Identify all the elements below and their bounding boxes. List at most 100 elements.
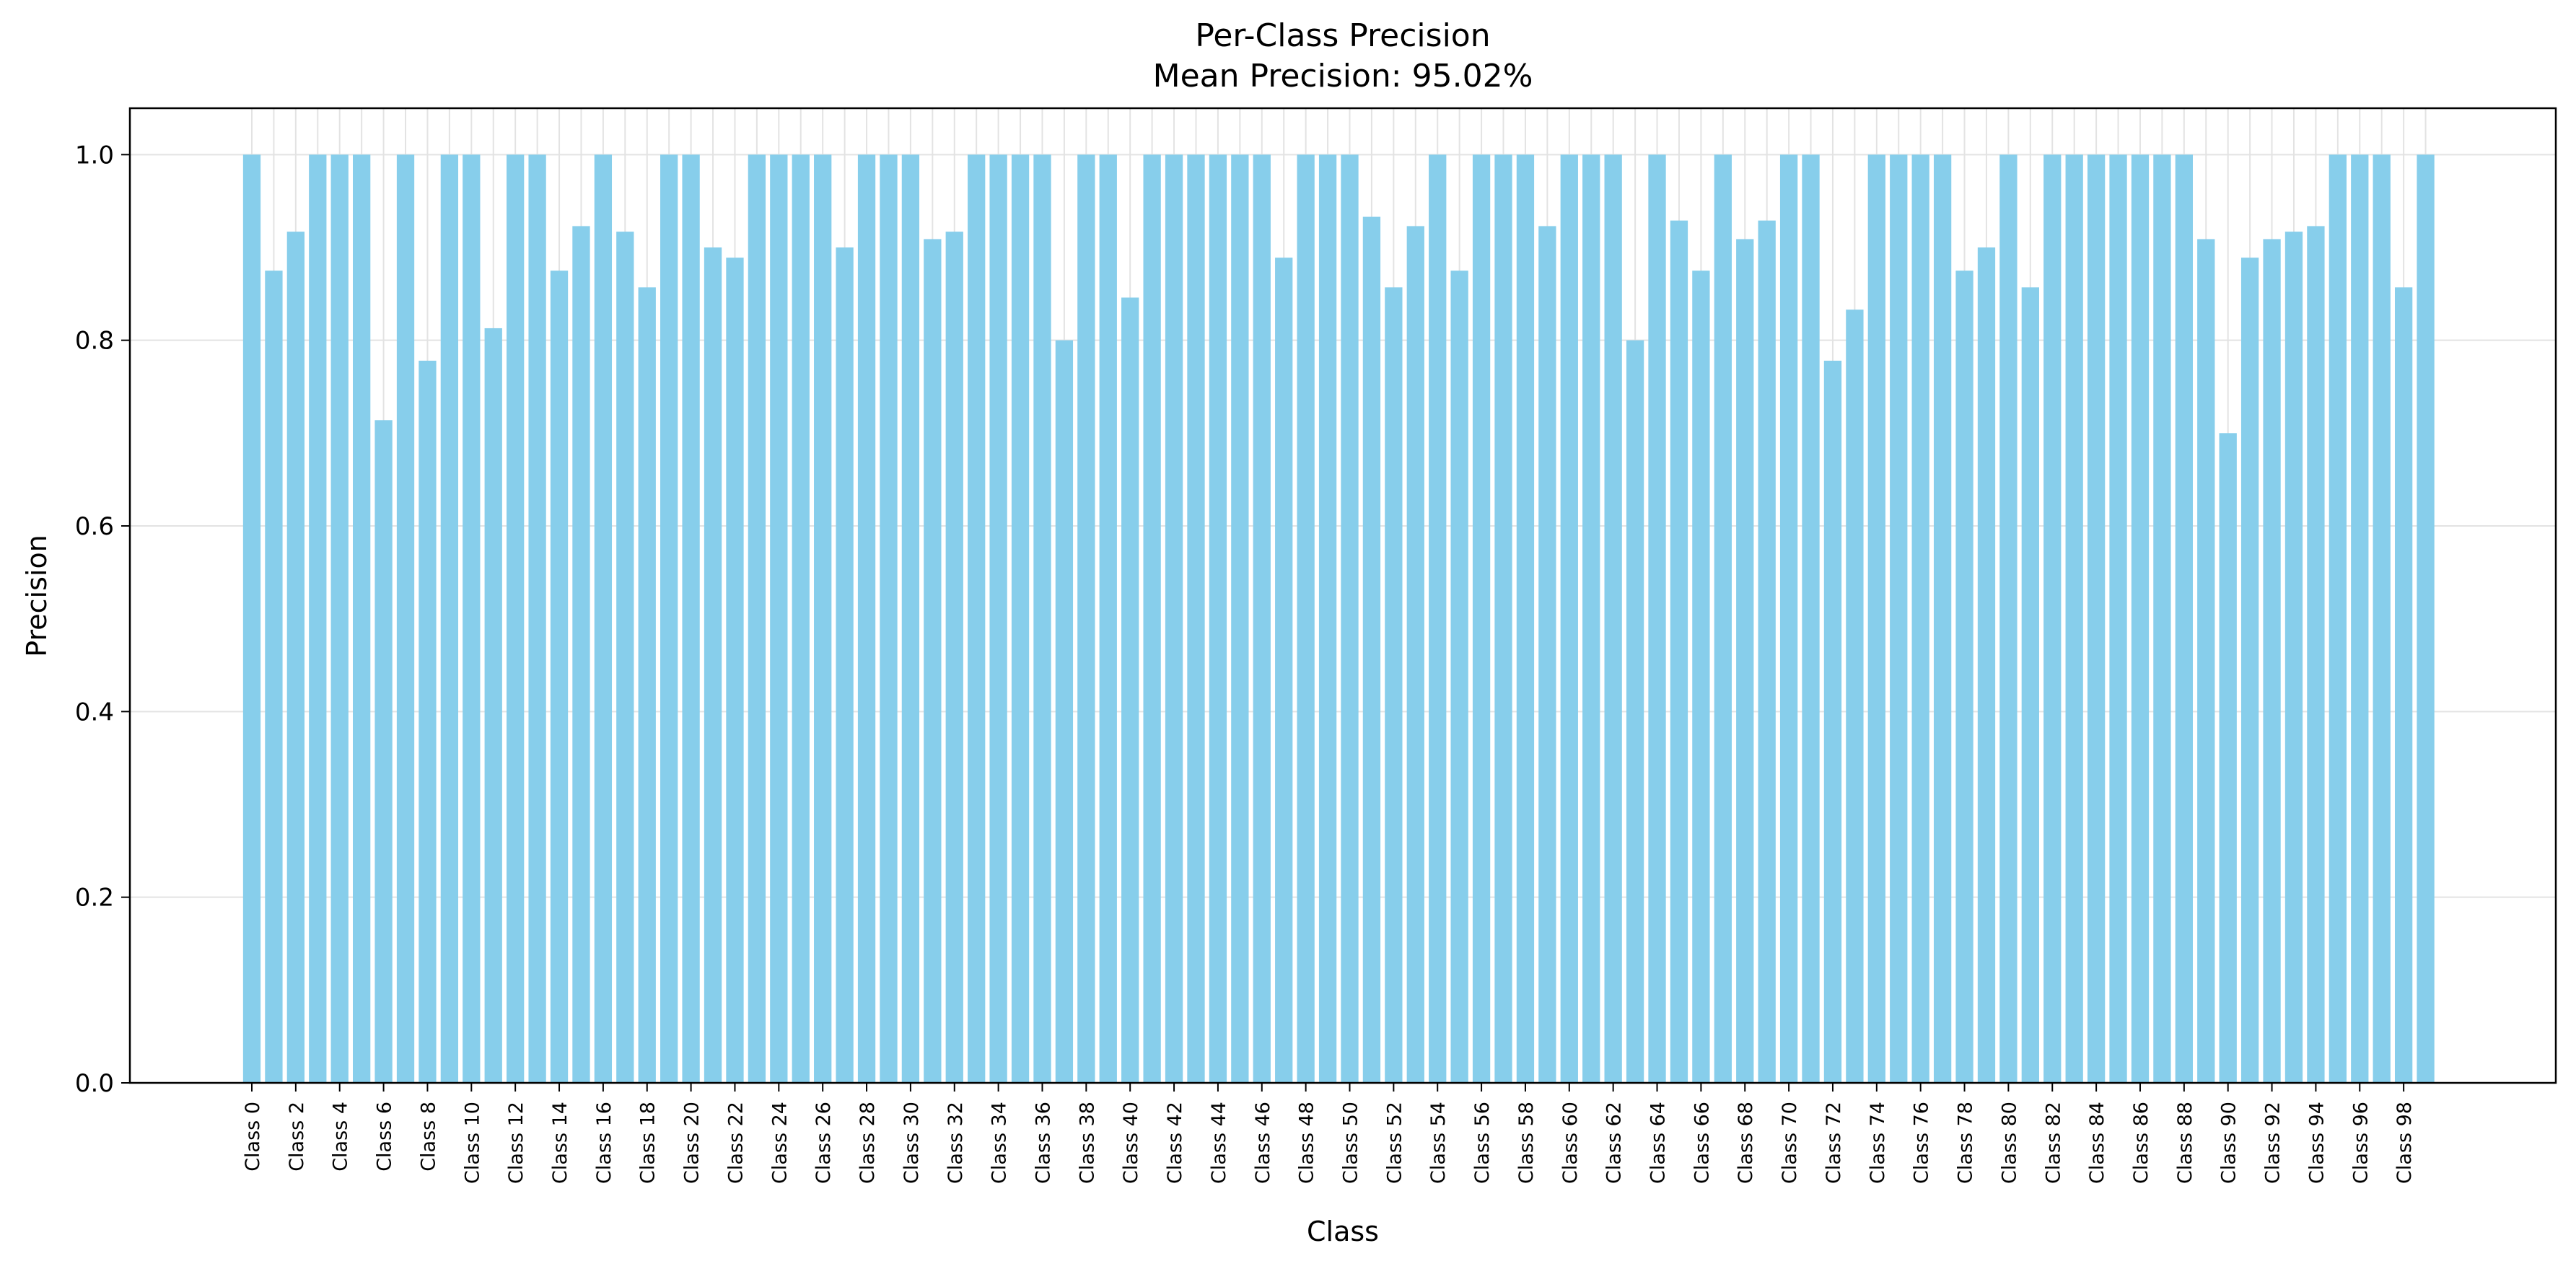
x-tick-label: Class 76 (1911, 1102, 1933, 1184)
y-axis-ticks: 0.0 0.2 0.4 0.6 0.8 1.0 (75, 141, 130, 1098)
bar-class-21 (704, 247, 722, 1083)
bar-class-37 (1055, 340, 1074, 1084)
bar-class-92 (2263, 239, 2281, 1083)
x-tick-label: Class 4 (330, 1102, 352, 1172)
bar-class-67 (1714, 154, 1732, 1083)
x-tick-label: Class 98 (2393, 1102, 2416, 1184)
bar-class-98 (2394, 287, 2413, 1083)
bar-class-59 (1538, 226, 1556, 1083)
bar-class-12 (507, 154, 525, 1083)
x-tick-label: Class 52 (1383, 1102, 1406, 1184)
y-tick-label: 1.0 (75, 141, 114, 170)
bar-class-76 (1911, 154, 1929, 1083)
bar-class-18 (638, 287, 656, 1083)
x-tick-label: Class 74 (1867, 1102, 1889, 1184)
x-tick-label: Class 54 (1427, 1102, 1450, 1184)
x-tick-label: Class 80 (1998, 1102, 2020, 1184)
x-tick-label: Class 0 (242, 1102, 264, 1172)
bar-class-73 (1846, 309, 1864, 1083)
x-tick-label: Class 92 (2262, 1102, 2284, 1184)
bar-class-7 (396, 154, 415, 1083)
y-tick-label: 0.0 (75, 1069, 114, 1098)
bar-class-99 (2417, 154, 2435, 1083)
bar-class-55 (1450, 271, 1468, 1084)
bar-class-60 (1560, 154, 1578, 1083)
x-tick-label: Class 40 (1120, 1102, 1142, 1184)
y-tick-label: 0.8 (75, 327, 114, 356)
x-tick-label: Class 64 (1647, 1102, 1670, 1184)
y-tick-label: 0.2 (75, 884, 114, 913)
bar-class-38 (1077, 154, 1095, 1083)
bar-class-9 (440, 154, 459, 1083)
bar-class-19 (660, 154, 678, 1083)
bar-class-3 (309, 154, 327, 1083)
plot-frame (128, 107, 2557, 1084)
bar-class-71 (1802, 154, 1820, 1083)
x-tick-label: Class 6 (374, 1102, 396, 1172)
bar-class-34 (989, 154, 1007, 1083)
bar-class-62 (1604, 154, 1622, 1083)
chart-subtitle: Mean Precision: 95.02% (1153, 58, 1533, 95)
bar-class-39 (1099, 154, 1117, 1083)
bar-class-24 (770, 154, 788, 1083)
bar-class-41 (1143, 154, 1161, 1083)
bar-class-61 (1582, 154, 1600, 1083)
bar-class-26 (814, 154, 832, 1083)
bar-class-83 (2065, 154, 2083, 1083)
bar-class-47 (1275, 258, 1293, 1083)
bar-class-5 (353, 154, 371, 1083)
bar-class-53 (1406, 226, 1424, 1083)
bar-class-11 (484, 328, 502, 1084)
x-tick-label: Class 32 (945, 1102, 967, 1184)
x-tick-label: Class 14 (549, 1102, 571, 1184)
x-tick-label: Class 70 (1779, 1102, 1801, 1184)
bar-class-50 (1341, 154, 1359, 1083)
x-tick-label: Class 16 (593, 1102, 615, 1184)
bar-class-30 (901, 154, 920, 1083)
bar-class-27 (836, 247, 854, 1083)
bar-class-64 (1648, 154, 1666, 1083)
y-tick-label: 0.4 (75, 698, 114, 726)
bar-class-28 (857, 154, 876, 1083)
x-tick-label: Class 38 (1076, 1102, 1098, 1184)
x-tick-label: Class 24 (768, 1102, 791, 1184)
bar-class-1 (265, 271, 283, 1084)
bar-class-84 (2087, 154, 2106, 1083)
bar-class-89 (2197, 239, 2215, 1083)
x-tick-label: Class 18 (637, 1102, 660, 1184)
x-tick-label: Class 66 (1691, 1102, 1713, 1184)
bar-class-33 (968, 154, 986, 1083)
x-tick-label: Class 36 (1032, 1102, 1054, 1184)
bar-class-63 (1626, 340, 1644, 1084)
bar-class-81 (2021, 287, 2039, 1083)
x-tick-label: Class 62 (1603, 1102, 1626, 1184)
bar-class-48 (1297, 154, 1315, 1083)
bar-class-75 (1890, 154, 1908, 1083)
bar-class-58 (1516, 154, 1535, 1083)
x-tick-label: Class 78 (1955, 1102, 1977, 1184)
bar-class-90 (2219, 433, 2237, 1083)
bar-class-87 (2153, 154, 2171, 1083)
bar-class-6 (374, 420, 393, 1083)
bars (242, 154, 2435, 1084)
x-tick-label: Class 42 (1164, 1102, 1186, 1184)
bar-class-56 (1472, 154, 1491, 1083)
bar-class-45 (1231, 154, 1249, 1083)
bar-class-96 (2351, 154, 2369, 1083)
bar-class-10 (463, 154, 481, 1083)
bar-class-44 (1209, 154, 1227, 1083)
x-tick-label: Class 82 (2042, 1102, 2064, 1184)
bar-class-8 (419, 360, 437, 1083)
bar-class-49 (1318, 154, 1337, 1083)
bar-class-80 (1999, 154, 2018, 1083)
bar-class-40 (1121, 297, 1139, 1084)
y-axis-label: Precision (21, 535, 53, 657)
bar-class-66 (1692, 271, 1710, 1084)
bar-class-86 (2131, 154, 2150, 1083)
x-tick-label: Class 44 (1208, 1102, 1230, 1184)
bar-class-94 (2307, 226, 2325, 1083)
bar-class-93 (2284, 232, 2303, 1083)
x-tick-label: Class 94 (2305, 1102, 2328, 1184)
bar-class-74 (1867, 154, 1885, 1083)
